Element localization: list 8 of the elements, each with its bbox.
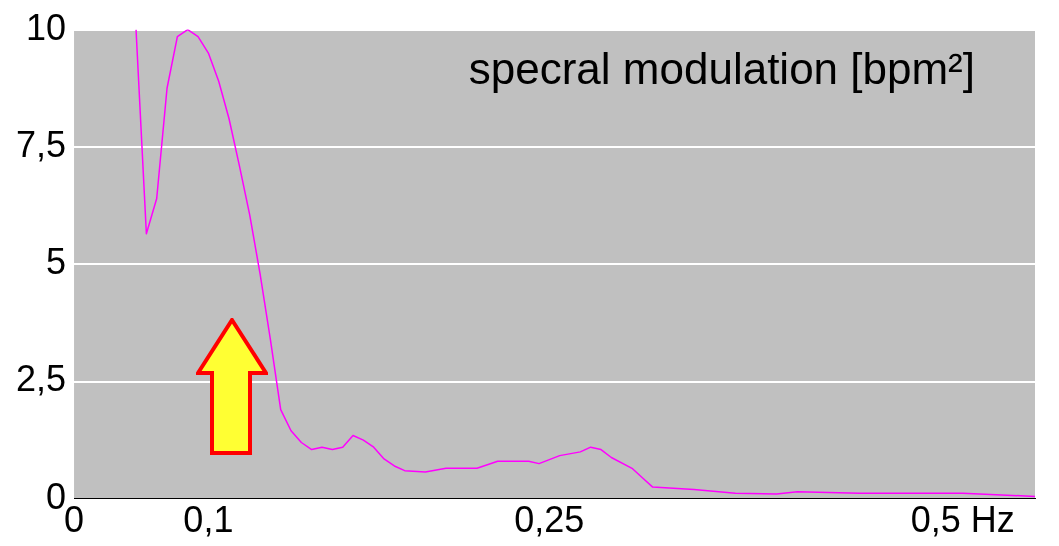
y-tick-label: 5 bbox=[46, 241, 67, 283]
y-tick-label: 7,5 bbox=[16, 123, 67, 165]
y-tick-label: 10 bbox=[26, 6, 67, 48]
x-tick-label: 0,5 Hz bbox=[910, 499, 1015, 541]
x-tick-label: 0,1 bbox=[183, 499, 234, 541]
chart-title: specral modulation [bpm²] bbox=[468, 44, 975, 94]
y-tick-label: 2,5 bbox=[16, 358, 67, 400]
x-tick-label: 0,25 bbox=[514, 499, 585, 541]
